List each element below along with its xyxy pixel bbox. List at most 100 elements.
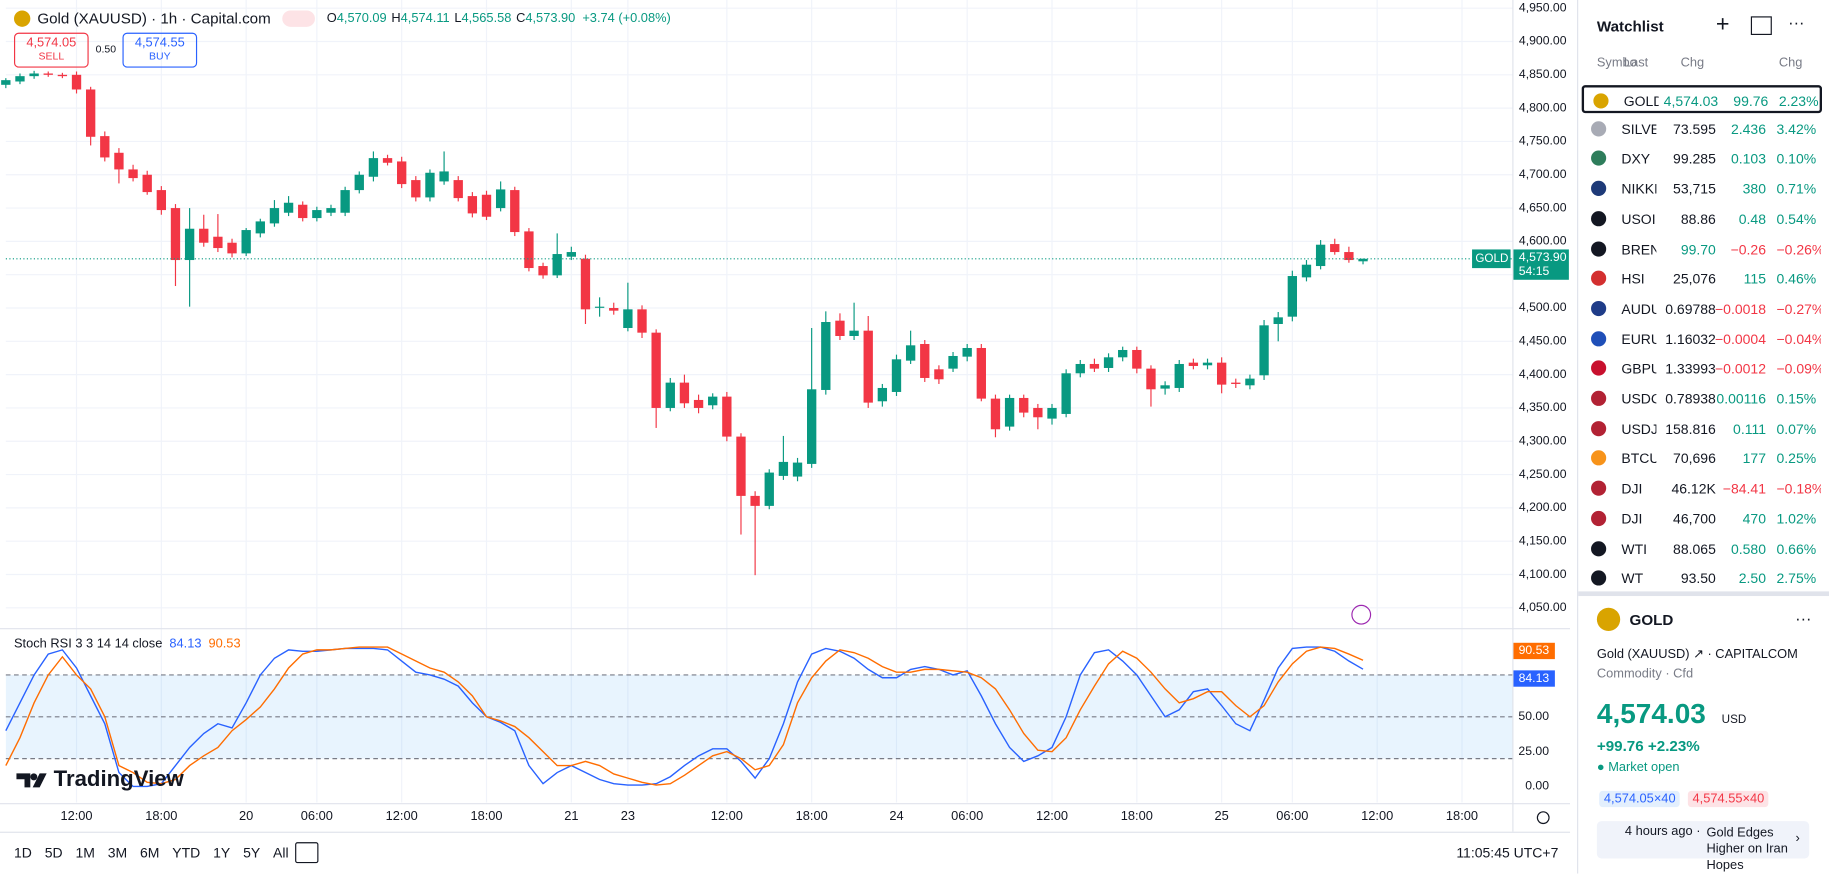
range-list: 1D 5D 1M 3M 6M YTD 1Y 5Y All [14, 845, 289, 861]
sell-button[interactable]: 4,574.05 SELL [13, 32, 89, 68]
range-button[interactable]: 1D [13, 844, 32, 861]
ohlc-key: O [326, 11, 337, 26]
range-button[interactable]: 5Y [243, 844, 261, 861]
row-change-pct: −0.09% [1776, 360, 1821, 378]
candle-body [1004, 397, 1015, 427]
detail-category: Commodity · Cfd [1596, 667, 1694, 682]
y-tick-label: 4,050.00 [1519, 600, 1567, 614]
logo-mark [16, 773, 47, 788]
candle-body [990, 398, 1001, 430]
buy-price: 4,574.55 [134, 36, 185, 51]
sidebar: Watchlist + ··· SymboLastChgChgGOLD4,574… [1577, 0, 1829, 874]
news-title: Gold Edges Higher on Iran Hopes [1706, 825, 1788, 873]
row-symbol: GOLD [1623, 93, 1659, 110]
row-change: 0.111 [1733, 420, 1767, 438]
row-symbol: WT [1621, 570, 1644, 587]
watchlist-row[interactable]: WTI 88.065 0.580 0.66% [1582, 535, 1822, 563]
ohlc-item: H4,574.11 [391, 11, 449, 25]
candle-body [651, 332, 661, 408]
x-tick-label: 18:00 [796, 808, 828, 823]
detail-change-pct: +2.23% [1647, 737, 1700, 755]
row-change-pct: 2.75% [1776, 570, 1817, 587]
row-change: 0.48 [1738, 210, 1767, 228]
watchlist-row[interactable]: DXY 99.285 0.103 0.10% [1582, 145, 1822, 173]
row-change: −0.0012 [1715, 360, 1767, 378]
candle-body [1075, 363, 1085, 374]
detail-icon [1596, 607, 1621, 632]
detail-name-text[interactable]: Gold (XAUUSD) [1596, 647, 1690, 662]
logo[interactable]: TradingView [16, 768, 184, 794]
candle-body [368, 158, 379, 177]
watchlist-row[interactable]: WT 93.50 2.50 2.75% [1582, 565, 1822, 593]
candle-body [481, 194, 492, 217]
row-icon [1591, 180, 1607, 197]
candle-body [750, 495, 760, 506]
detail-exchange[interactable]: CAPITALCOM [1715, 647, 1798, 662]
add-button[interactable]: + [1715, 11, 1730, 38]
range-button[interactable]: 1M [75, 844, 95, 861]
x-tick-label: 18:00 [1446, 808, 1478, 823]
row-symbol: GBPU [1621, 360, 1656, 378]
candle-body [679, 382, 690, 404]
x-tick-label: 12:00 [386, 808, 418, 823]
row-change: 177 [1742, 450, 1767, 468]
row-symbol: BTCU [1621, 450, 1657, 468]
candle-body [439, 171, 449, 182]
y-tick-label: 4,750.00 [1519, 134, 1567, 148]
candle-body [609, 308, 619, 311]
row-change: 380 [1742, 180, 1767, 198]
watchlist-row[interactable]: GBPU 1.33993−0.0012 −0.09% [1582, 355, 1822, 383]
watchlist-row[interactable]: BTCU 70,696 177 0.25% [1582, 445, 1822, 473]
status-badge[interactable] [282, 9, 316, 27]
row-change-pct: 0.07% [1776, 420, 1817, 438]
spread: 0.50 [95, 43, 117, 55]
watchlist-title[interactable]: Watchlist [1596, 17, 1664, 35]
candle-body [1273, 317, 1283, 325]
candle-body [920, 343, 930, 378]
watchlist-row[interactable]: USOI 88.86 0.48 0.54% [1582, 205, 1822, 233]
range-button[interactable]: 3M [107, 844, 128, 861]
stoch-title[interactable]: Stoch RSI 3 3 14 14 close [13, 636, 163, 651]
range-button[interactable]: 1Y [213, 844, 231, 861]
candle-body [1089, 363, 1100, 369]
range-button[interactable]: 5D [44, 844, 63, 861]
column-header: Last [1623, 55, 1649, 70]
watchlist-row[interactable]: EURU 1.16032−0.0004 −0.04% [1582, 325, 1822, 353]
watchlist-row[interactable]: USDJ 158.816 0.111 0.07% [1582, 415, 1822, 443]
watchlist-row[interactable]: DJI 46.12K −84.41 −0.18% [1582, 475, 1822, 503]
layout-button[interactable] [1750, 16, 1772, 35]
buy-button[interactable]: 4,574.55 BUY [122, 32, 198, 68]
watchlist-row[interactable]: AUDU 0.69788−0.0018 −0.27% [1582, 295, 1822, 323]
detail-currency: USD [1721, 713, 1747, 727]
chart-title[interactable]: Gold (XAUUSD) · 1h · Capital.com [37, 9, 271, 27]
range-button[interactable]: YTD [172, 844, 201, 861]
candle-body [1061, 373, 1071, 414]
date-range-icon[interactable] [295, 842, 319, 864]
candle-body [877, 387, 888, 402]
row-icon [1591, 570, 1607, 586]
range-button[interactable]: All [273, 844, 289, 861]
candle-body [722, 396, 732, 437]
last-value-tag [1512, 670, 1555, 687]
row-change-pct: −0.04% [1776, 330, 1821, 348]
watchlist-row[interactable]: NIKKI 53,715 380 0.71% [1582, 175, 1822, 203]
range-button[interactable]: 6M [140, 844, 160, 861]
watchlist-row[interactable]: HSI 25,076 115 0.46% [1582, 265, 1822, 293]
row-icon [1591, 420, 1607, 436]
detail-change: +99.76 +2.23% [1597, 737, 1700, 754]
row-change: −84.41 [1722, 480, 1767, 498]
more-button[interactable]: ··· [1788, 12, 1805, 32]
watchlist-row[interactable]: SILVE 73.595 2.436 3.42% [1582, 115, 1822, 143]
x-tick-label: 06:00 [951, 808, 983, 823]
y-tick-label: 4,100.00 [1519, 567, 1567, 581]
watchlist-row[interactable]: DJI 46,700 470 1.02% [1582, 505, 1822, 533]
candle-body [15, 76, 25, 82]
watchlist-row[interactable]: GOLD4,574.03 99.76 2.23% [1581, 85, 1822, 114]
news-card[interactable]: 4 hours ago · Gold Edges Higher on Iran … [1596, 821, 1810, 873]
detail-more[interactable]: ··· [1795, 608, 1812, 628]
row-symbol: WTI [1621, 540, 1648, 557]
bid[interactable]: 4,574.05×40 [1599, 790, 1681, 808]
ask[interactable]: 4,574.55×40 [1687, 790, 1769, 808]
watchlist-row[interactable]: BREN 99.70 −0.26 −0.26% [1582, 235, 1822, 263]
